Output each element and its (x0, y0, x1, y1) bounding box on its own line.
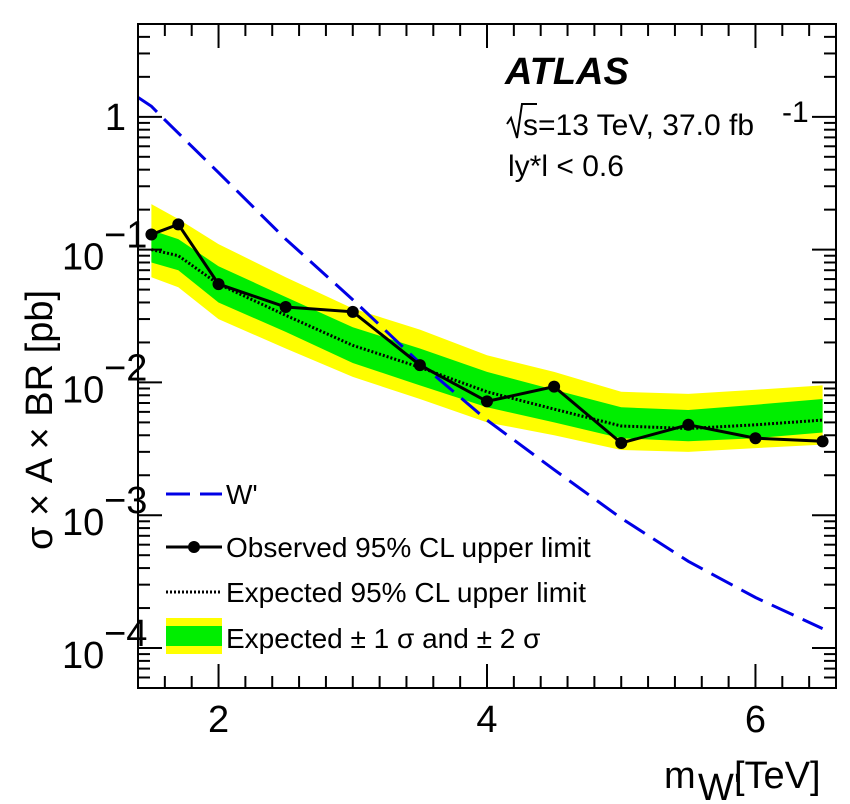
y-axis-title-text: σ × A × BR [pb] (19, 290, 61, 550)
legend-band-1-swatch (166, 626, 222, 646)
observed-point (615, 436, 628, 449)
observed-point (481, 395, 493, 408)
y-tick-label-exponent: −2 (104, 347, 147, 389)
observed-point (413, 359, 426, 372)
observed-point (548, 380, 561, 393)
observed-point (816, 435, 829, 448)
x-tick-label: 6 (745, 699, 766, 741)
expected-limit-line (151, 248, 823, 431)
y-tick-label-base: 10 (62, 237, 104, 279)
observed-point (279, 300, 292, 313)
x-tick-label: 4 (476, 699, 497, 741)
observed-point (145, 228, 158, 241)
y-tick-label-exponent: −1 (104, 215, 147, 257)
rapidity-cut-label: ly*l < 0.6 (508, 150, 624, 183)
y-tick-label-exponent: −3 (104, 480, 147, 522)
observed-point (346, 305, 359, 318)
experiment-label: ATLAS (504, 51, 629, 93)
y-tick-label-base: 10 (62, 635, 104, 677)
legend-entry-label: Expected 95% CL upper limit (226, 577, 586, 608)
energy-lumi-label: s=13 TeV, 37.0 fb (523, 109, 754, 142)
observed-point (172, 218, 185, 231)
y-tick-label-base: 10 (62, 502, 104, 544)
observed-point (682, 418, 695, 431)
legend-entry-label: Expected ± 1 σ and ± 2 σ (226, 623, 540, 654)
x-tick-label: 2 (208, 699, 229, 741)
y-tick-label-exponent: −4 (104, 613, 147, 655)
legend-entry-label: W' (226, 479, 258, 510)
observed-limit-line (150, 222, 823, 445)
sqrt-s-annotation: s=13 TeV, 37.0 fb -1 (506, 96, 809, 142)
lumi-exponent: -1 (782, 96, 809, 129)
legend-observed-marker (188, 541, 200, 553)
x-axis-title-sub: W' (698, 767, 741, 804)
x-axis-title-unit: [TeV] (734, 755, 821, 797)
x-axis-title-m: m (664, 755, 696, 797)
y-axis-title: σ × A × BR [pb] (19, 290, 61, 550)
wprime-curve (137, 96, 824, 630)
plot-area (137, 96, 829, 630)
sqrt-symbol (506, 103, 537, 139)
y-tick-label-base: 10 (62, 369, 104, 411)
observed-point (212, 278, 225, 291)
y-tick-label: 1 (105, 97, 126, 139)
legend: W' Observed 95% CL upper limit Expected 95… (166, 479, 591, 654)
observed-point (749, 432, 762, 445)
x-axis-title: m W' [TeV] (664, 755, 821, 804)
legend-entry-label: Observed 95% CL upper limit (226, 532, 591, 563)
